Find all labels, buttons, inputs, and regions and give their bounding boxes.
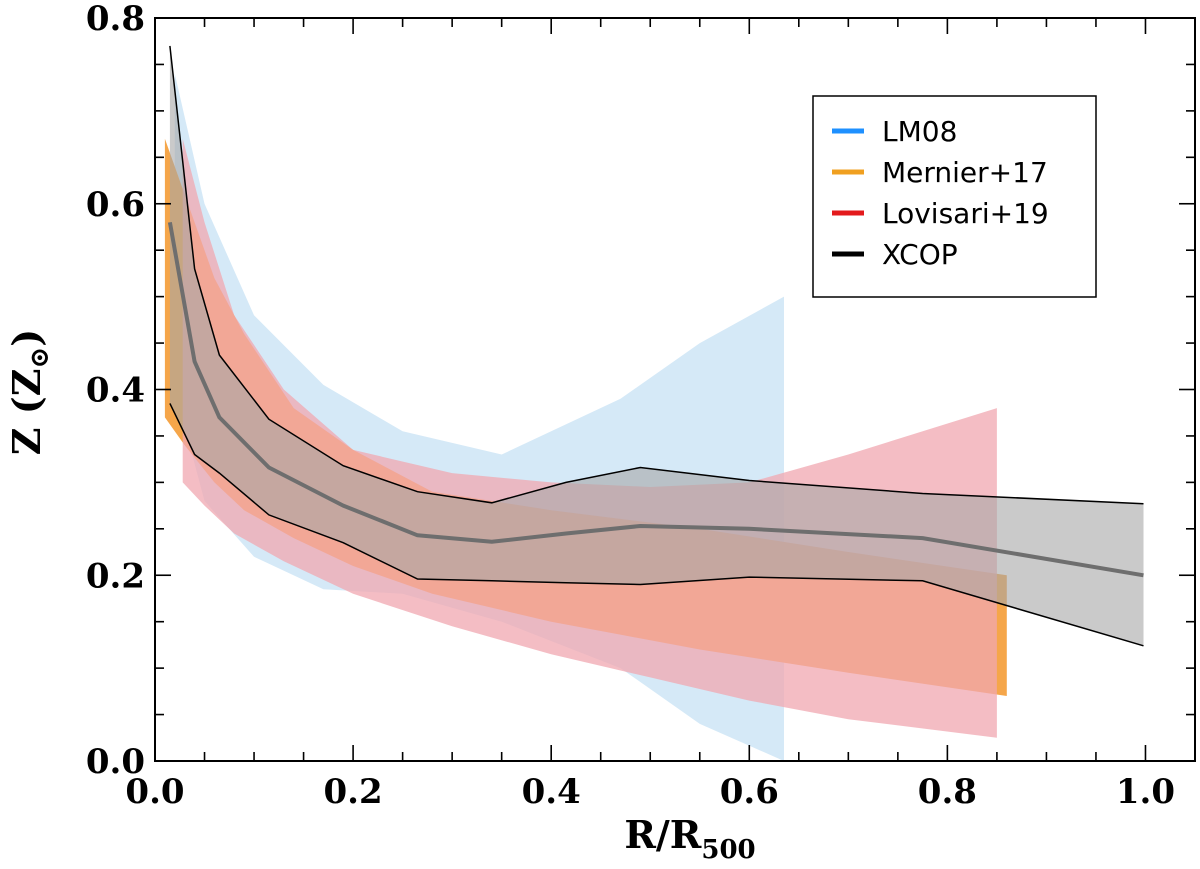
y-tick-label: 0.4	[86, 371, 145, 411]
y-tick-label: 0.6	[86, 185, 145, 225]
legend: LM08 Mernier+17 Lovisari+19 XCOP	[812, 95, 1097, 298]
band-upper-line-xcop	[169, 45, 1144, 505]
y-tick-label: 0.8	[86, 0, 145, 39]
band-xcop	[169, 45, 1144, 646]
x-tick-label: 0.6	[720, 772, 779, 812]
x-tick-label: 0.8	[918, 772, 977, 812]
y-axis-title: Z (Z⊙)	[4, 329, 55, 455]
x-tick-label: 0.0	[125, 772, 184, 812]
legend-label-mernier-17: Mernier+17	[882, 156, 1048, 189]
ticks-layer	[154, 17, 1196, 762]
x-tick-label: 1.0	[1116, 772, 1175, 812]
x-tick-label: 0.2	[324, 772, 383, 812]
legend-label-lm08: LM08	[882, 115, 957, 148]
tick-labels-layer: 0.0 0.2 0.4 0.6 0.8 1.0 0.0 0.2 0.4 0.6 0.8	[86, 0, 1175, 812]
x-tick-label: 0.4	[522, 772, 581, 812]
band-lower-line-xcop	[169, 403, 1144, 647]
y-tick-label: 0.0	[86, 742, 145, 782]
y-tick-label: 0.2	[86, 556, 145, 596]
bands-layer	[164, 45, 1144, 761]
band-lovisari-19	[182, 138, 997, 738]
lines-layer	[167, 45, 1144, 647]
legend-label-lovisari-19: Lovisari+19	[882, 197, 1049, 230]
legend-label-xcop: XCOP	[882, 238, 958, 271]
x-axis-title: R/R500	[624, 812, 755, 865]
mean-line-xcop	[167, 221, 1144, 578]
